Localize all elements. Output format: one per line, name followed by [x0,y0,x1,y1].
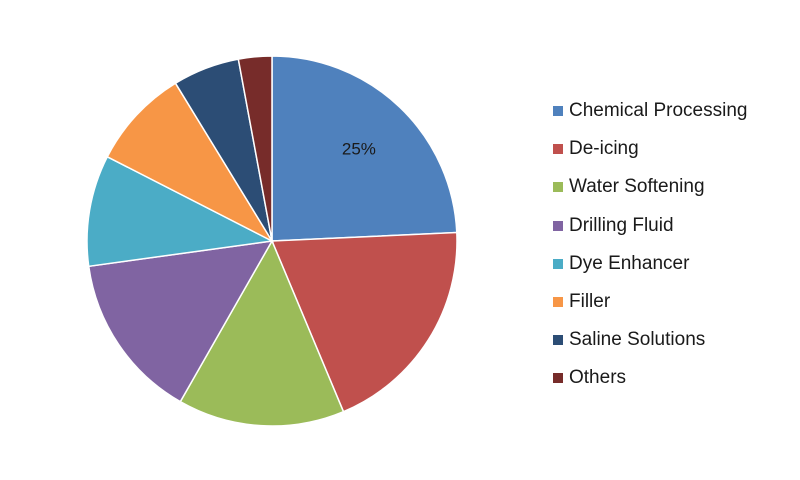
legend-swatch [553,182,563,193]
legend-label: Saline Solutions [569,329,706,351]
legend-item-drilling-fluid: Drilling Fluid [553,207,747,245]
legend-item-filler: Filler [553,283,747,321]
legend-swatch [553,258,563,269]
legend: Chemical Processing De-icing Water Softeni… [553,92,747,398]
legend-swatch [553,373,563,384]
pie-slices [86,55,458,427]
pie-slice-dye-enhancer [86,155,275,268]
legend-swatch [553,220,563,231]
pie-slice-de-icing [270,231,458,413]
legend-item-dye-enhancer: Dye Enhancer [553,245,747,283]
legend-item-de-icing: De-icing [553,130,747,168]
pie-data-labels: 25% [342,139,376,158]
legend-label: De-icing [569,138,639,160]
legend-item-others: Others [553,359,747,397]
legend-item-chemical-processing: Chemical Processing [553,92,747,130]
pie-slice-drilling-fluid [87,240,274,403]
legend-item-saline-solutions: Saline Solutions [553,321,747,359]
pie-slice-filler [106,82,275,243]
legend-label: Drilling Fluid [569,214,674,236]
pie-slice-others [237,55,273,242]
legend-swatch [553,144,563,155]
legend-swatch [553,106,563,117]
legend-label: Dye Enhancer [569,252,690,274]
legend-label: Filler [569,291,611,313]
legend-swatch [553,297,563,308]
pie-slice-chemical-processing [271,55,458,242]
legend-label: Others [569,367,627,389]
legend-label: Chemical Processing [569,100,748,122]
legend-item-water-softening: Water Softening [553,168,747,206]
data-label-chemical-processing: 25% [342,139,376,158]
pie-slice-water-softening [179,239,345,427]
legend-label: Water Softening [569,176,705,198]
legend-swatch [553,335,563,346]
